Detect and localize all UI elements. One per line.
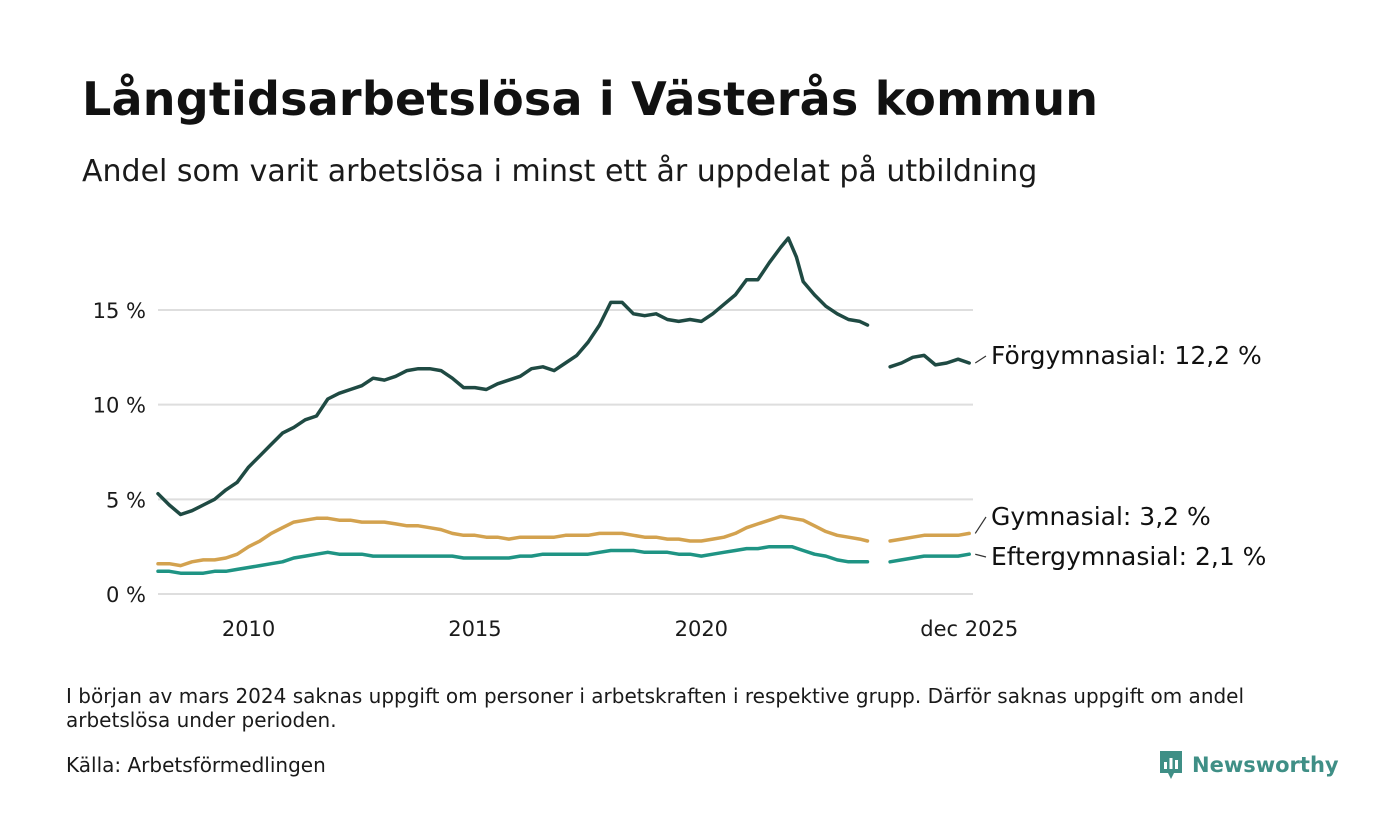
source-credit: Källa: Arbetsförmedlingen: [66, 753, 326, 777]
gridlines: [158, 309, 973, 595]
series-line-gymnasial-1: [888, 531, 971, 543]
x-tick-label: 2015: [448, 617, 501, 641]
chart-subtitle: Andel som varit arbetslösa i minst ett å…: [82, 154, 1038, 189]
chart-title: Långtidsarbetslösa i Västerås kommun: [82, 72, 1099, 126]
y-tick-label: 10 %: [93, 394, 146, 418]
y-axis: 0 % 5 % 10 % 15 %: [93, 299, 146, 607]
series-line-förgymnasial-0: [156, 236, 870, 517]
label-leader-eftergymnasial: [975, 553, 987, 558]
line-chart: 0 % 5 % 10 % 15 % 2010 2015 2020 dec 2025 Förg…: [93, 236, 1266, 641]
series-lines: [156, 236, 971, 575]
y-tick-label: 0 %: [106, 583, 146, 607]
label-leader-gymnasial: [974, 516, 987, 534]
series-line-eftergymnasial-0: [156, 544, 870, 575]
label-leader-förgymnasial: [974, 355, 987, 364]
brand-name: Newsworthy: [1192, 753, 1339, 777]
brand-logo: Newsworthy: [1158, 748, 1339, 782]
footnote: I början av mars 2024 saknas uppgift om …: [66, 684, 1245, 732]
series-label-eftergymnasial: Eftergymnasial: 2,1 %: [991, 542, 1266, 571]
x-axis: 2010 2015 2020 dec 2025: [222, 617, 1018, 641]
series-line-gymnasial-0: [156, 514, 870, 568]
newsworthy-logo-icon: [1160, 751, 1182, 779]
series-end-labels: Förgymnasial: 12,2 % Gymnasial: 3,2 % Efte…: [974, 341, 1266, 571]
series-line-eftergymnasial-1: [888, 552, 971, 564]
x-tick-label: 2010: [222, 617, 275, 641]
series-line-förgymnasial-1: [888, 353, 971, 369]
series-label-gymnasial: Gymnasial: 3,2 %: [991, 502, 1211, 531]
x-tick-label: 2020: [675, 617, 728, 641]
series-label-förgymnasial: Förgymnasial: 12,2 %: [991, 341, 1262, 370]
y-tick-label: 15 %: [93, 299, 146, 323]
y-tick-label: 5 %: [106, 488, 146, 512]
x-tick-label: dec 2025: [920, 617, 1018, 641]
